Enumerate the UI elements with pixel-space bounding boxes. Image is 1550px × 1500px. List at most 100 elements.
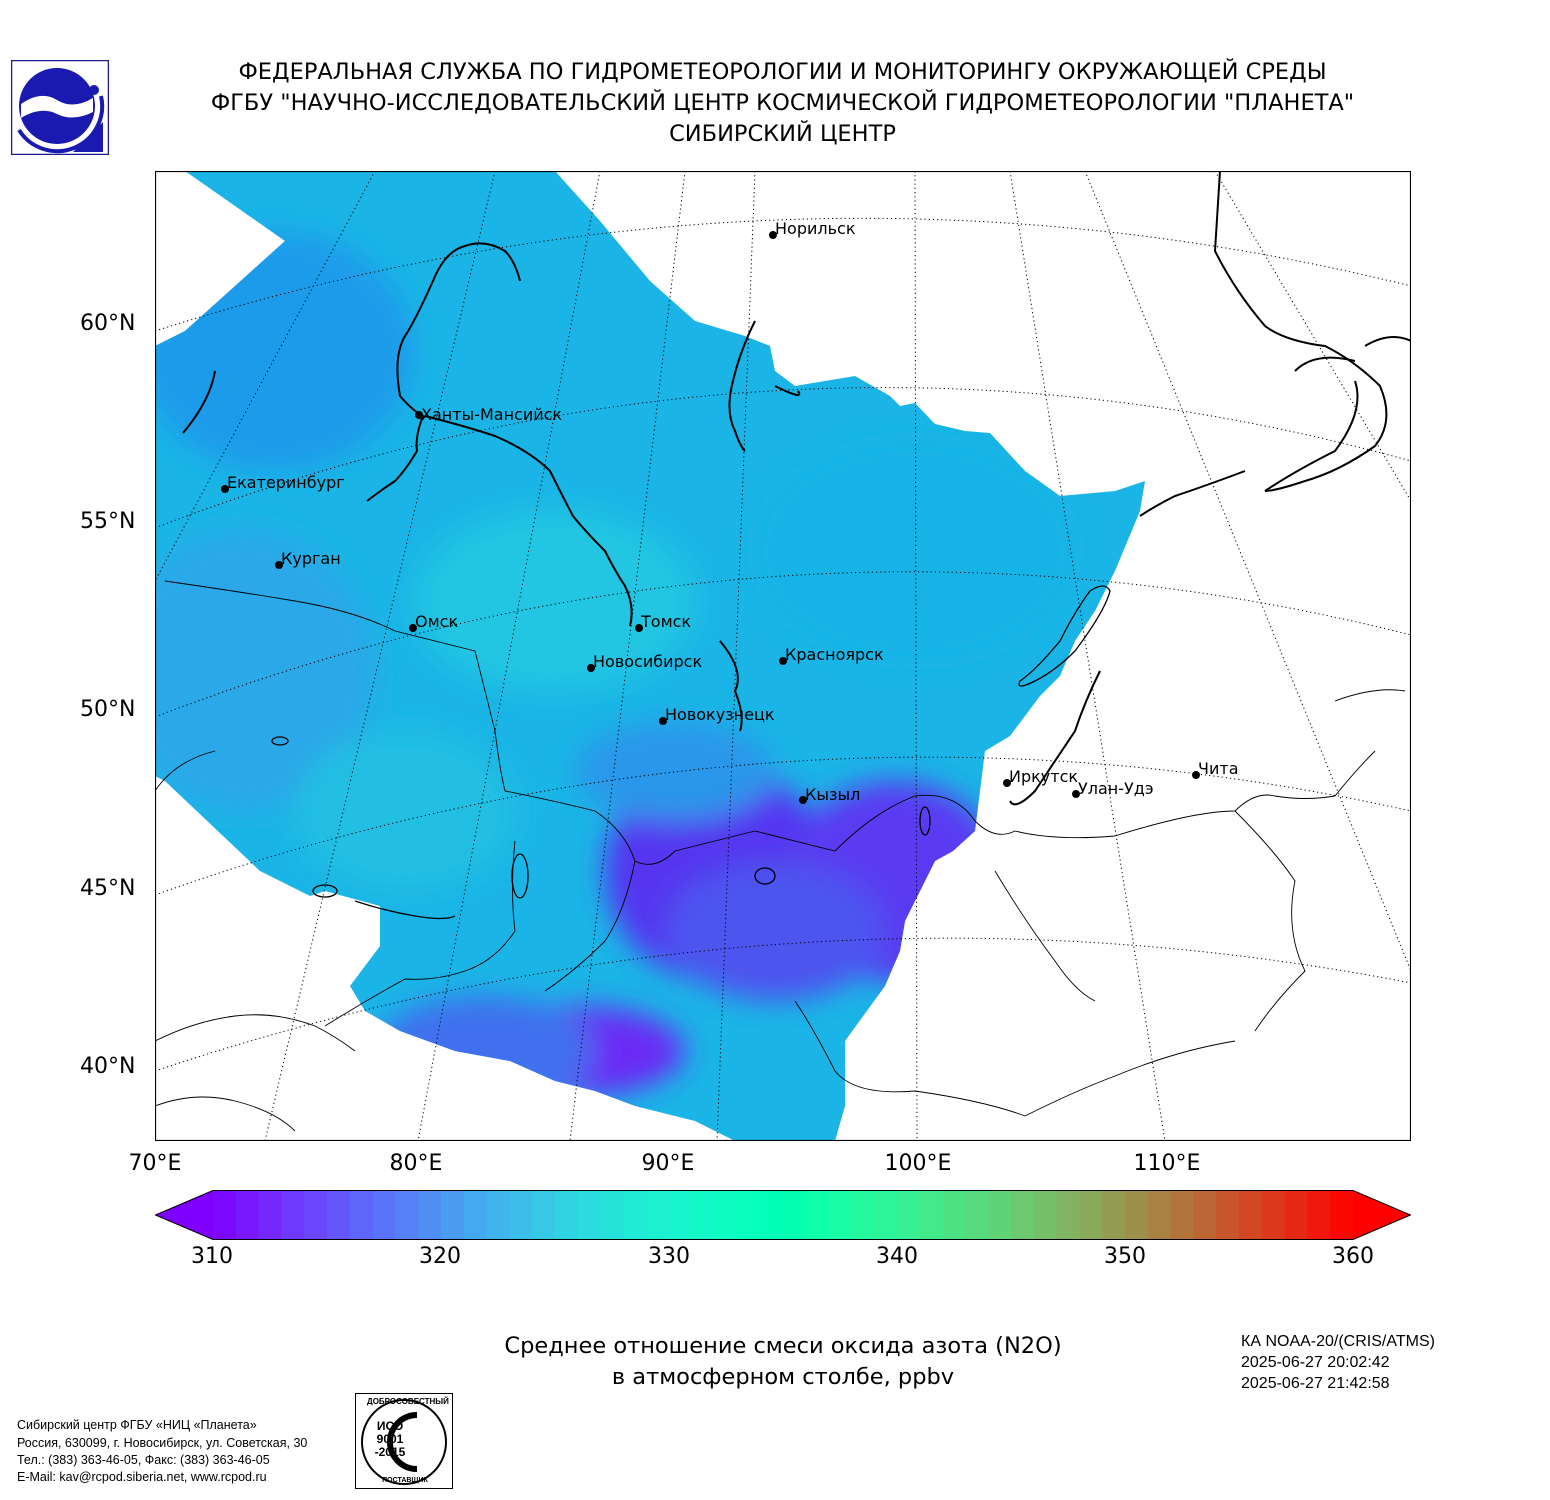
colorbar-segment [1102,1190,1126,1240]
colorbar-segment [805,1190,830,1240]
colorbar-tick-310: 310 [191,1244,233,1269]
colorbar-segment [874,1190,898,1240]
colorbar-outline [154,1190,1412,1240]
city-markers [221,231,1200,804]
colorbar-tick-350: 350 [1104,1244,1146,1269]
colorbar-segment [304,1190,328,1240]
colorbar-segment [1033,1190,1058,1240]
colorbar-segment [395,1190,419,1240]
city-label-novokuznetsk: Новокузнецк [665,705,775,724]
lon-label-100: 100°E [884,1151,952,1176]
colorbar-segment [988,1190,1012,1240]
colorbar-segment [1330,1190,1354,1240]
city-label-norilsk: Норильск [775,219,856,238]
city-label-chita: Чита [1198,759,1239,778]
lat-label-55: 55°N [80,509,136,534]
city-dot-ekb [221,485,229,493]
lakes [271,585,1111,920]
city-label-omsk: Омск [415,612,459,631]
colorbar-segment [600,1190,624,1240]
colorbar-segment [349,1190,374,1240]
lon-label-90: 90°E [641,1151,695,1176]
city-dot-uu [1072,790,1080,798]
colorbar-segment [714,1190,738,1240]
colorbar-segment [783,1190,807,1240]
colorbar-segment [1307,1190,1331,1240]
lat-label-45: 45°N [80,876,136,901]
colorbar-segment [577,1190,602,1240]
city-label-krasnoyarsk: Красноярск [785,645,884,664]
colorbar-segment [623,1190,647,1240]
colorbar-tick-320: 320 [419,1244,461,1269]
lat-label-60: 60°N [80,311,136,336]
colorbar-segment [1261,1190,1286,1240]
colorbar-segment [532,1190,556,1240]
colorbar-segment [1170,1190,1194,1240]
colorbar-segment [555,1190,579,1240]
colorbar-segment [1216,1190,1240,1240]
header-line-3: СИБИРСКИЙ ЦЕНТР [669,121,896,147]
colorbar-segment [486,1190,510,1240]
colorbar-segment [1193,1190,1217,1240]
city-dot-khanty [415,411,423,419]
planeta-logo [10,59,110,156]
colorbar-segment [760,1190,784,1240]
colorbar-segment [327,1190,351,1240]
footer-org: Сибирский центр ФГБУ «НИЦ «Планета» [17,1418,257,1432]
colorbar-extend-min [155,1190,213,1240]
map-canvas [154,170,1412,1142]
time-end: 2025-06-27 21:42:58 [1241,1375,1390,1392]
n2o-field [155,171,1145,1141]
lat-label-40: 40°N [80,1054,136,1079]
colorbar-svg [154,1190,1412,1240]
header-line-2: ФГБУ "НАУЧНО-ИССЛЕДОВАТЕЛЬСКИЙ ЦЕНТР КОС… [210,90,1355,116]
colorbar-segment [737,1190,761,1240]
footer-email: E-Mail: kav@rcpod.siberia.net, www.rcpod… [17,1470,267,1484]
header-line-1: ФЕДЕРАЛЬНАЯ СЛУЖБА ПО ГИДРОМЕТЕОРОЛОГИИ … [238,59,1327,85]
colorbar-segment [669,1190,693,1240]
colorbar-segment [235,1190,260,1240]
city-label-kurgan: Курган [281,549,341,568]
satellite-label: КА NOAA-20/(CRIS/ATMS) [1241,1333,1435,1350]
city-dot-norilsk [769,231,777,239]
colorbar-segment [213,1190,237,1240]
colorbar-segment [372,1190,396,1240]
rivers [182,171,1411,806]
colorbar [154,1190,1412,1240]
iso-stamp [355,1393,453,1489]
city-dot-omsk [409,624,417,632]
colorbar-extend-max [1353,1190,1411,1240]
city-dot-krsk [779,657,787,665]
city-label-tomsk: Томск [641,612,692,631]
city-label-kyzyl: Кызыл [805,785,861,804]
time-start: 2025-06-27 20:02:42 [1241,1354,1390,1371]
colorbar-segment [1284,1190,1308,1240]
city-dot-chita [1192,771,1200,779]
colorbar-segment [441,1190,465,1240]
colorbar-segment [942,1190,966,1240]
iso-stamp-top: ДОБРОСОВЕСТНЫЙ [367,1397,449,1406]
colorbar-segment [1125,1190,1149,1240]
lon-label-70: 70°E [128,1151,182,1176]
iso-stamp-bottom: ПОСТАВЩИК [382,1477,428,1484]
colorbar-segment [965,1190,989,1240]
footer-phone: Тел.: (383) 363-46-05, Факс: (383) 363-4… [17,1453,270,1467]
colorbar-segment [897,1190,921,1240]
map-title-line-1: Среднее отношение смеси оксида азота (N2… [504,1333,1062,1359]
city-label-ekaterinburg: Екатеринбург [227,473,345,492]
city-label-khanty-mansiysk: Ханты-Мансийск [421,405,563,424]
lon-label-80: 80°E [389,1151,443,1176]
city-dot-kurgan [275,561,283,569]
lon-label-110: 110°E [1133,1151,1201,1176]
colorbar-segment [1056,1190,1080,1240]
colorbar-segment [509,1190,533,1240]
colorbar-segment [851,1190,875,1240]
colorbar-segment [463,1190,488,1240]
borders [155,580,1406,1132]
city-label-ulan-ude: Улан-Удэ [1078,779,1154,798]
city-dot-nkz [659,717,667,725]
colorbar-segment [281,1190,305,1240]
colorbar-segment [1079,1190,1103,1240]
footer-address: Россия, 630099, г. Новосибирск, ул. Сове… [17,1436,308,1450]
colorbar-segment [646,1190,670,1240]
